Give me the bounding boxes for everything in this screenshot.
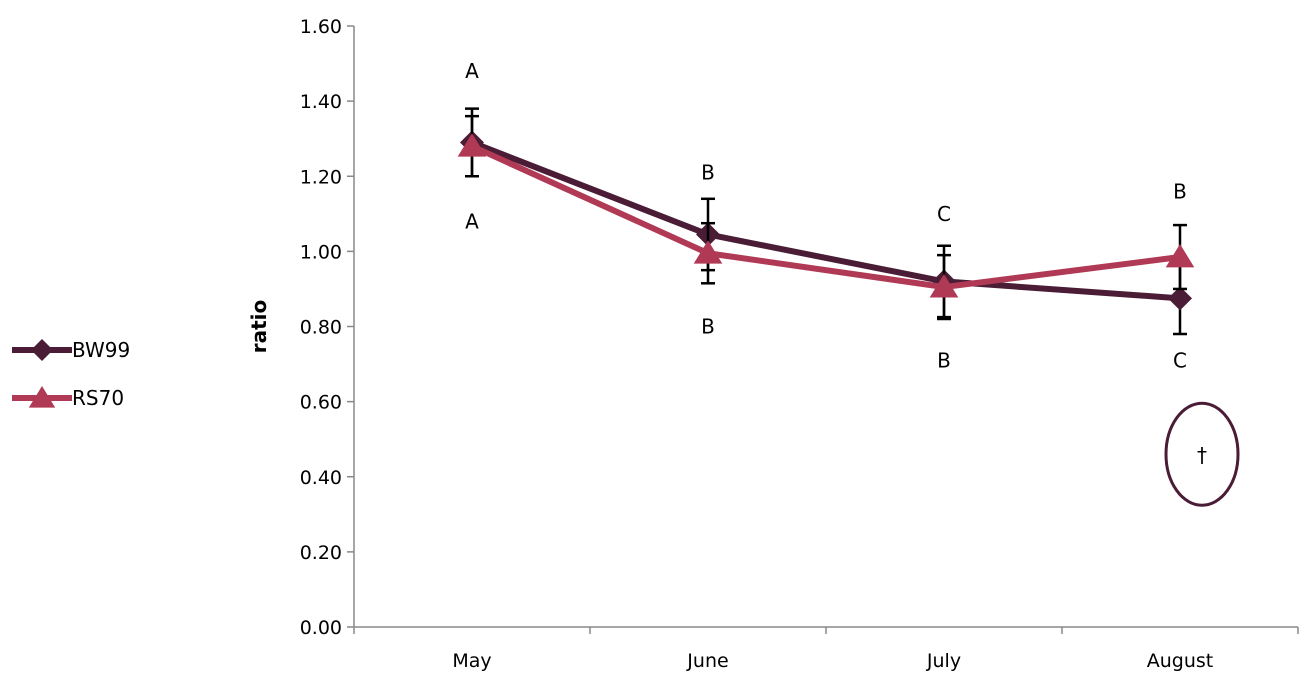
x-tick-label: May <box>452 650 491 672</box>
diamond-marker <box>31 339 53 361</box>
x-axis-ticks: May June July August <box>353 627 1299 672</box>
significance-letter: C <box>937 202 951 226</box>
y-tick-label: 0.60 <box>300 392 342 414</box>
significance-letter: B <box>937 348 951 372</box>
y-axis-ticks: 0.00 0.20 0.40 0.60 0.80 1.00 1.20 1.40 1.60 <box>300 16 354 639</box>
y-tick-label: 0.80 <box>300 317 342 339</box>
dagger-symbol: † <box>1197 443 1207 467</box>
y-tick-label: 0.20 <box>300 542 342 564</box>
axes <box>353 26 1298 628</box>
dagger-ring <box>1164 401 1240 507</box>
series-BW99 <box>460 107 1192 336</box>
series-layer <box>457 107 1195 336</box>
triangle-marker <box>1165 244 1195 268</box>
legend: BW99 RS70 <box>12 338 130 410</box>
significance-letter: B <box>701 315 715 339</box>
legend-label: RS70 <box>72 386 124 410</box>
series-line <box>470 139 1181 302</box>
triangle-marker <box>693 240 723 264</box>
legend-label: BW99 <box>72 338 130 362</box>
triangle-marker <box>28 386 56 408</box>
y-tick-label: 1.60 <box>300 16 342 38</box>
series-RS70 <box>457 114 1195 321</box>
y-tick-label: 0.40 <box>300 467 342 489</box>
series-line <box>470 143 1181 291</box>
x-tick-label: August <box>1147 650 1214 672</box>
significance-letter: A <box>465 209 479 233</box>
y-tick-label: 0.00 <box>300 617 342 639</box>
significance-letter: C <box>1173 348 1187 372</box>
significance-letter: A <box>465 59 479 83</box>
y-tick-label: 1.20 <box>300 166 342 188</box>
dagger-annotation: † <box>1164 401 1240 507</box>
triangle-marker <box>457 133 487 157</box>
y-axis-label: ratio <box>247 300 271 354</box>
x-tick-label: June <box>686 650 728 672</box>
significance-letter: B <box>701 160 715 184</box>
significance-letter: B <box>1173 179 1187 203</box>
annotations: A A B B C B B C <box>465 59 1187 372</box>
diamond-marker <box>1168 286 1192 311</box>
x-tick-label: July <box>926 650 961 672</box>
legend-item-RS70: RS70 <box>12 386 124 410</box>
y-tick-label: 1.00 <box>300 241 342 263</box>
triangle-marker <box>929 274 959 298</box>
legend-item-BW99: BW99 <box>12 338 130 362</box>
y-tick-label: 1.40 <box>300 91 342 113</box>
